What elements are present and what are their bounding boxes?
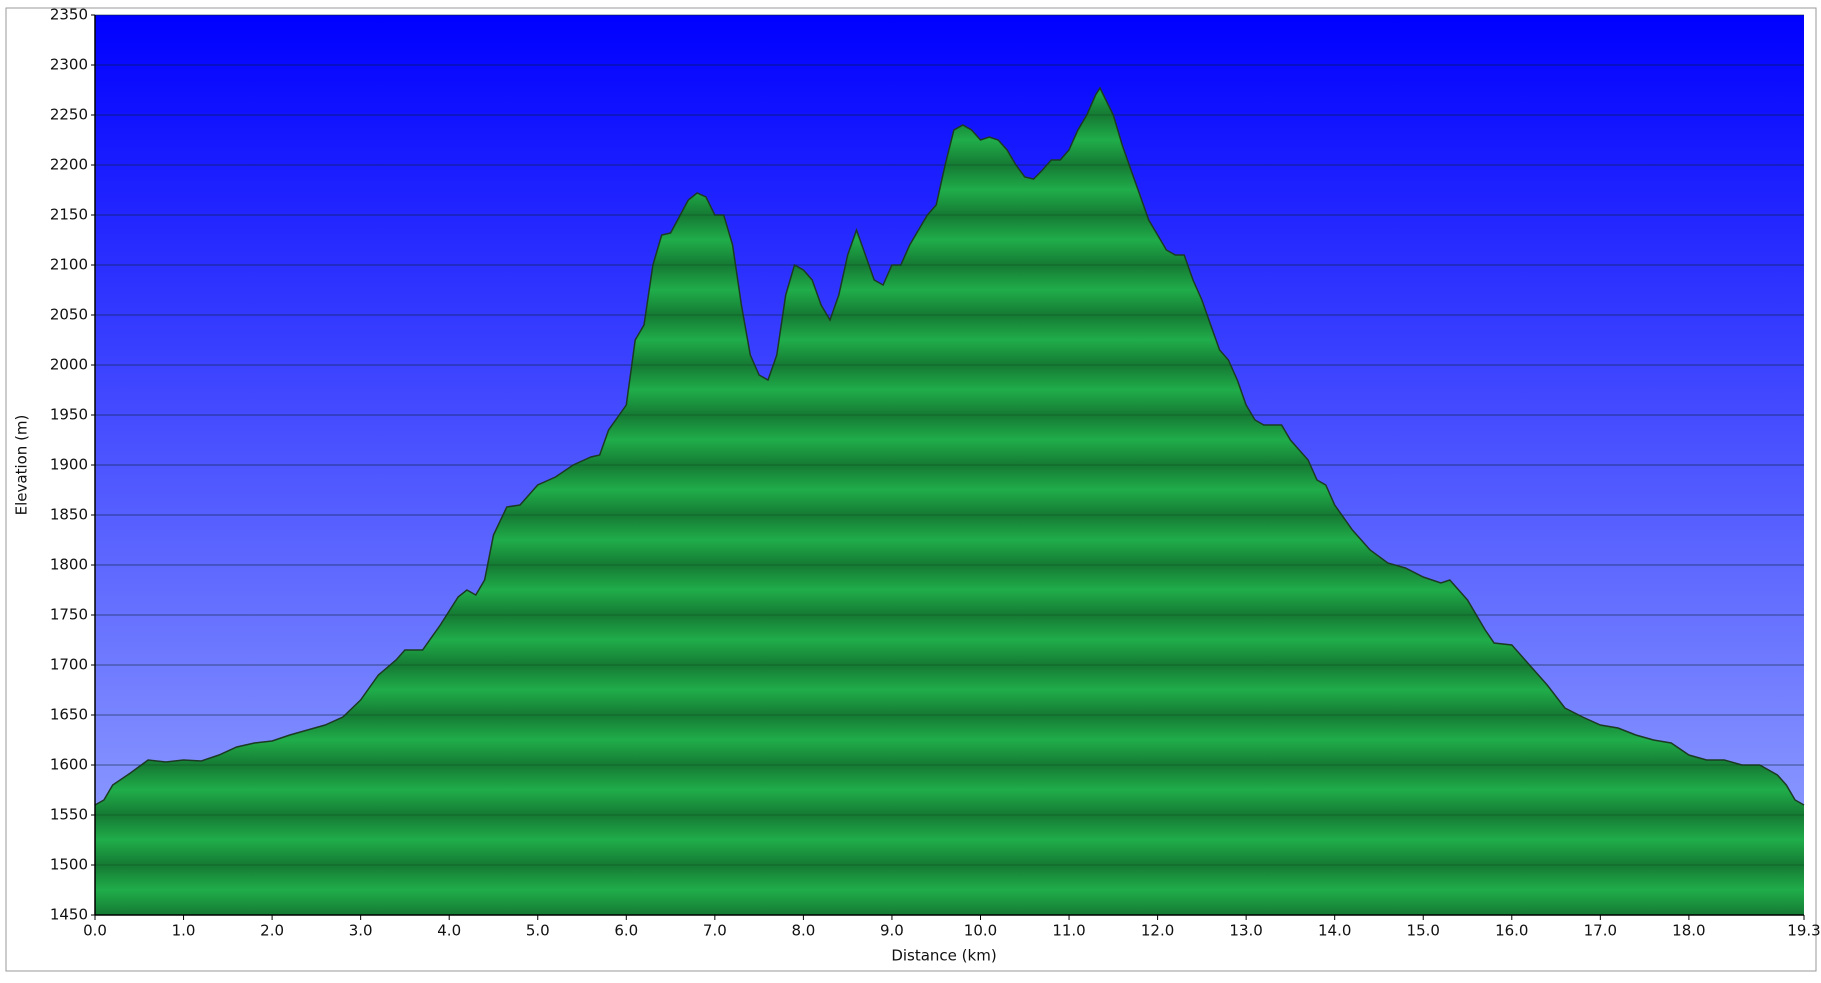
x-tick-label: 18.0 <box>1672 922 1705 940</box>
x-tick-label: 1.0 <box>172 922 196 940</box>
y-tick-label: 1550 <box>50 806 88 824</box>
y-tick-label: 2350 <box>50 6 88 24</box>
y-tick-label: 1450 <box>50 906 88 924</box>
x-tick-label: 11.0 <box>1052 922 1085 940</box>
x-tick-label: 15.0 <box>1407 922 1440 940</box>
x-tick-label: 0.0 <box>83 922 107 940</box>
x-tick-label: 5.0 <box>526 922 550 940</box>
y-tick-label: 2000 <box>50 356 88 374</box>
y-tick-label: 1800 <box>50 556 88 574</box>
x-tick-label: 17.0 <box>1584 922 1617 940</box>
x-tick-label: 4.0 <box>437 922 461 940</box>
x-tick-label: 6.0 <box>614 922 638 940</box>
x-tick-label: 2.0 <box>260 922 284 940</box>
x-tick-label: 10.0 <box>964 922 997 940</box>
y-tick-label: 1900 <box>50 456 88 474</box>
x-tick-label: 7.0 <box>703 922 727 940</box>
y-tick-label: 2150 <box>50 206 88 224</box>
x-tick-label: 19.3 <box>1787 922 1820 940</box>
y-tick-label: 2250 <box>50 106 88 124</box>
y-tick-label: 2300 <box>50 56 88 74</box>
elevation-area <box>95 88 1804 915</box>
y-tick-label: 1950 <box>50 406 88 424</box>
x-tick-label: 16.0 <box>1495 922 1528 940</box>
y-tick-label: 2200 <box>50 156 88 174</box>
y-tick-label: 2100 <box>50 256 88 274</box>
y-tick-label: 1700 <box>50 656 88 674</box>
x-axis-title: Distance (km) <box>891 947 996 965</box>
x-tick-label: 9.0 <box>880 922 904 940</box>
elevation-line <box>94 86 1805 806</box>
y-tick-label: 1850 <box>50 506 88 524</box>
y-tick-label: 1500 <box>50 856 88 874</box>
x-tick-label: 3.0 <box>349 922 373 940</box>
y-tick-label: 1600 <box>50 756 88 774</box>
x-tick-label: 12.0 <box>1141 922 1174 940</box>
x-tick-label: 8.0 <box>791 922 815 940</box>
y-tick-label: 1650 <box>50 706 88 724</box>
y-tick-label: 2050 <box>50 306 88 324</box>
y-axis-title: Elevation (m) <box>13 415 31 516</box>
x-tick-label: 14.0 <box>1318 922 1351 940</box>
x-tick-label: 13.0 <box>1229 922 1262 940</box>
y-tick-label: 1750 <box>50 606 88 624</box>
